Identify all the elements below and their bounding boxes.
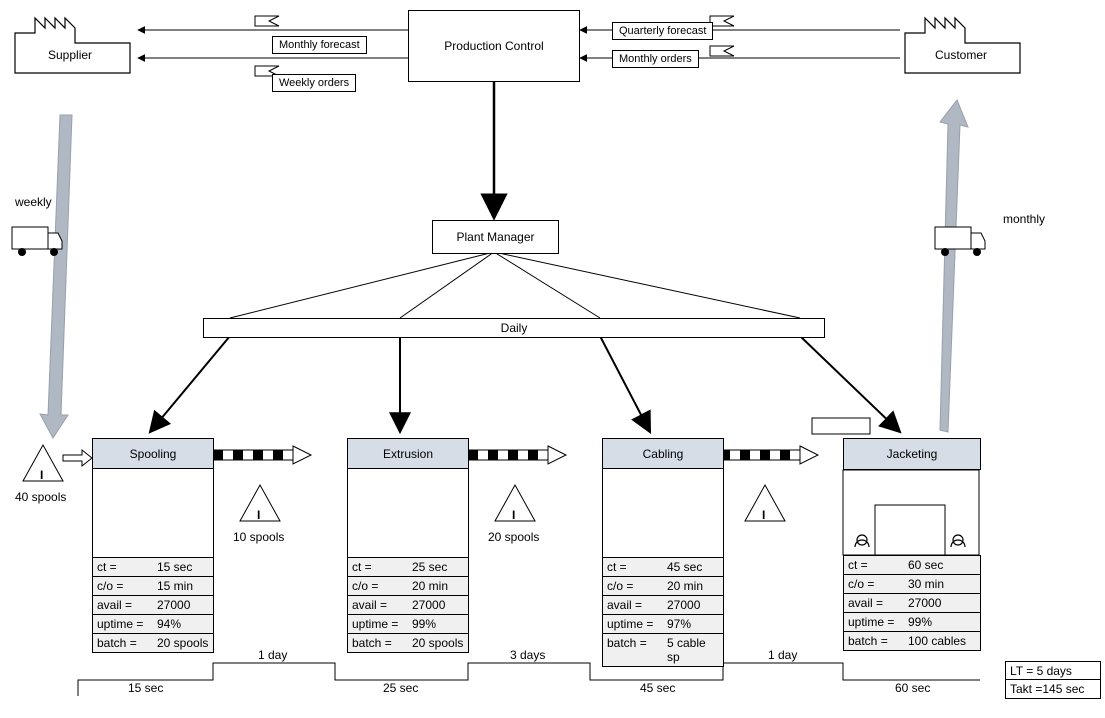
avail-key: avail = — [352, 598, 412, 612]
ct-val: 45 sec — [667, 560, 719, 574]
takt-box: Takt =145 sec — [1005, 679, 1101, 699]
lt-box: LT = 5 days — [1005, 661, 1101, 681]
proc4-label: 60 sec — [895, 681, 930, 695]
cabling-data: ct =45 sec c/o =20 min avail =27000 upti… — [602, 468, 724, 667]
batch-val: 5 cable sp — [667, 636, 719, 664]
jacketing-name: Jacketing — [887, 447, 938, 461]
lt-label: LT = 5 days — [1010, 664, 1072, 678]
push-arrow-icon — [213, 446, 311, 464]
inventory-i: I — [40, 468, 43, 482]
supplier-label: Supplier — [48, 48, 92, 62]
uptime-val: 94% — [157, 617, 209, 631]
uptime-key: uptime = — [352, 617, 412, 631]
takt-label: Takt =145 sec — [1010, 682, 1084, 696]
uptime-key: uptime = — [848, 615, 908, 629]
monthly-orders-label: Monthly orders — [612, 50, 699, 68]
batch-key: batch = — [607, 636, 667, 664]
extrusion-data: ct =25 sec c/o =20 min avail =27000 upti… — [347, 468, 469, 653]
batch-key: batch = — [352, 636, 412, 650]
ct-key: ct = — [352, 560, 412, 574]
jacketing-header: Jacketing — [843, 438, 981, 470]
plant-manager-label: Plant Manager — [456, 230, 534, 244]
co-key: c/o = — [848, 577, 908, 591]
avail-val: 27000 — [667, 598, 719, 612]
batch-val: 100 cables — [908, 634, 976, 648]
uptime-val: 97% — [667, 617, 719, 631]
extrusion-header: Extrusion — [347, 438, 469, 470]
truck-icon — [12, 227, 62, 256]
co-val: 15 min — [157, 579, 209, 593]
ct-key: ct = — [848, 558, 908, 572]
batch-val: 20 spools — [157, 636, 209, 650]
jacketing-data: ct =60 sec c/o =30 min avail =27000 upti… — [843, 555, 981, 651]
uptime-val: 99% — [908, 615, 976, 629]
avail-val: 27000 — [908, 596, 976, 610]
co-key: c/o = — [607, 579, 667, 593]
production-control-label: Production Control — [444, 39, 543, 53]
plant-manager-box: Plant Manager — [432, 220, 559, 254]
wait3-label: 1 day — [768, 648, 797, 662]
ct-key: ct = — [607, 560, 667, 574]
daily-bar: Daily — [203, 318, 825, 338]
wip1-label: 10 spools — [233, 530, 284, 544]
customer-factory-icon — [905, 18, 1020, 73]
ct-val: 15 sec — [157, 560, 209, 574]
proc1-label: 15 sec — [128, 681, 163, 695]
spooling-header: Spooling — [92, 438, 214, 470]
quarterly-forecast-label: Quarterly forecast — [612, 22, 713, 40]
spooling-data: ct =15 sec c/o =15 min avail =27000 upti… — [92, 468, 214, 653]
ct-val: 60 sec — [908, 558, 976, 572]
cabling-name: Cabling — [643, 447, 684, 461]
truck-icon — [935, 227, 985, 256]
co-val: 20 min — [412, 579, 464, 593]
ct-val: 25 sec — [412, 560, 464, 574]
inventory-i: I — [257, 508, 260, 522]
uptime-val: 99% — [412, 617, 464, 631]
extrusion-name: Extrusion — [383, 447, 433, 461]
cabling-header: Cabling — [602, 438, 724, 470]
batch-key: batch = — [97, 636, 157, 650]
uptime-key: uptime = — [607, 617, 667, 631]
supplier-factory-icon — [15, 18, 130, 73]
daily-label: Daily — [501, 321, 528, 335]
avail-key: avail = — [97, 598, 157, 612]
weekly-orders-label: Weekly orders — [272, 74, 356, 92]
inventory-i: I — [762, 508, 765, 522]
co-key: c/o = — [97, 579, 157, 593]
supplier-flow-arrow — [40, 115, 72, 438]
batch-val: 20 spools — [412, 636, 464, 650]
batch-key: batch = — [848, 634, 908, 648]
wait2-label: 3 days — [510, 648, 545, 662]
weekly-label: weekly — [15, 195, 52, 209]
production-control-box: Production Control — [408, 10, 580, 82]
uptime-key: uptime = — [97, 617, 157, 631]
spooling-name: Spooling — [130, 447, 177, 461]
monthly-label: monthly — [1003, 212, 1045, 226]
avail-val: 27000 — [157, 598, 209, 612]
co-key: c/o = — [352, 579, 412, 593]
wip2-label: 20 spools — [488, 530, 539, 544]
monthly-forecast-label: Monthly forecast — [272, 36, 367, 54]
customer-flow-arrow — [940, 100, 968, 432]
customer-label: Customer — [935, 48, 987, 62]
push-arrow-icon — [468, 446, 566, 464]
avail-val: 27000 — [412, 598, 464, 612]
raw-inventory-label: 40 spools — [15, 490, 66, 504]
proc3-label: 45 sec — [640, 681, 675, 695]
avail-key: avail = — [607, 598, 667, 612]
co-val: 20 min — [667, 579, 719, 593]
inventory-i: I — [512, 508, 515, 522]
wait1-label: 1 day — [258, 648, 287, 662]
push-arrow-icon — [720, 446, 818, 464]
proc2-label: 25 sec — [383, 681, 418, 695]
ct-key: ct = — [97, 560, 157, 574]
co-val: 30 min — [908, 577, 976, 591]
avail-key: avail = — [848, 596, 908, 610]
